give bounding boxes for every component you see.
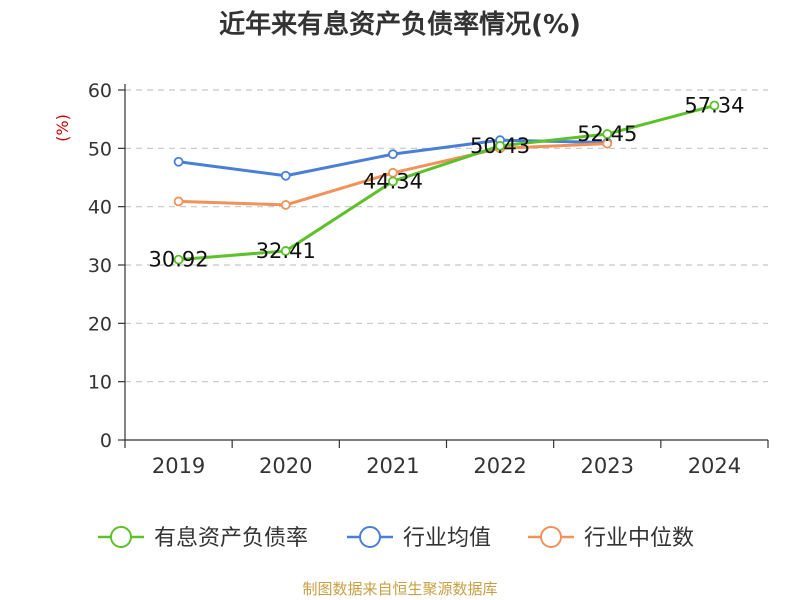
x-tick-label: 2022 — [473, 454, 526, 478]
y-tick-label: 50 — [88, 138, 112, 160]
y-unit-label: (%) — [53, 114, 72, 142]
data-label: 50.43 — [470, 134, 530, 158]
data-point[interactable] — [388, 176, 398, 187]
data-point[interactable] — [280, 246, 291, 256]
data-point[interactable] — [709, 100, 720, 111]
chart-title: 近年来有息资产负债率情况(%) — [219, 10, 581, 40]
data-labels: 30.92 32.41 44.34 50.43 52.45 57.34 — [149, 94, 745, 272]
y-tick-label: 10 — [88, 372, 112, 394]
legend-item[interactable]: 行业均值 — [347, 526, 491, 551]
data-point[interactable] — [173, 254, 184, 265]
x-tick-label: 2020 — [259, 454, 312, 478]
y-tick-label: 20 — [88, 313, 112, 335]
legend-item[interactable]: 有息资产负债率 — [98, 526, 308, 551]
data-point[interactable] — [173, 196, 184, 207]
data-label: 44.34 — [363, 169, 423, 193]
legend-label: 行业均值 — [403, 526, 491, 551]
axes: 0 10 20 30 40 50 60 (%) 2019 2020 2021 2022 2023 2024 — [53, 80, 769, 478]
y-tick-label: 30 — [88, 255, 112, 277]
legend-marker — [359, 526, 381, 548]
source-note: 制图数据来自恒生聚源数据库 — [302, 580, 498, 598]
data-label: 32.41 — [256, 239, 316, 263]
y-tick-label: 60 — [88, 80, 112, 102]
data-point[interactable] — [602, 129, 613, 139]
data-point[interactable] — [280, 200, 291, 210]
legend-marker — [540, 526, 562, 548]
data-point[interactable] — [602, 138, 613, 149]
data-point[interactable] — [495, 140, 505, 151]
x-tick-label: 2021 — [366, 454, 419, 478]
legend-label: 有息资产负债率 — [154, 526, 308, 551]
data-label: 52.45 — [577, 122, 637, 146]
legend[interactable]: 有息资产负债率 行业均值 行业中位数 — [98, 526, 694, 551]
series-layer — [173, 100, 720, 265]
data-point[interactable] — [280, 170, 291, 181]
x-tick-label: 2024 — [688, 454, 741, 478]
data-point[interactable] — [173, 156, 184, 167]
legend-label: 行业中位数 — [584, 526, 694, 551]
data-label: 57.34 — [684, 94, 744, 118]
x-tick-label: 2019 — [152, 454, 205, 478]
series-line — [178, 104, 715, 262]
y-tick-label: 0 — [100, 430, 112, 452]
legend-marker — [110, 526, 132, 548]
grid-lines — [125, 89, 768, 383]
data-point[interactable] — [388, 149, 398, 160]
x-tick-label: 2023 — [581, 454, 634, 478]
data-label: 30.92 — [149, 248, 209, 272]
legend-item[interactable]: 行业中位数 — [528, 526, 694, 551]
y-tick-label: 40 — [88, 197, 112, 219]
